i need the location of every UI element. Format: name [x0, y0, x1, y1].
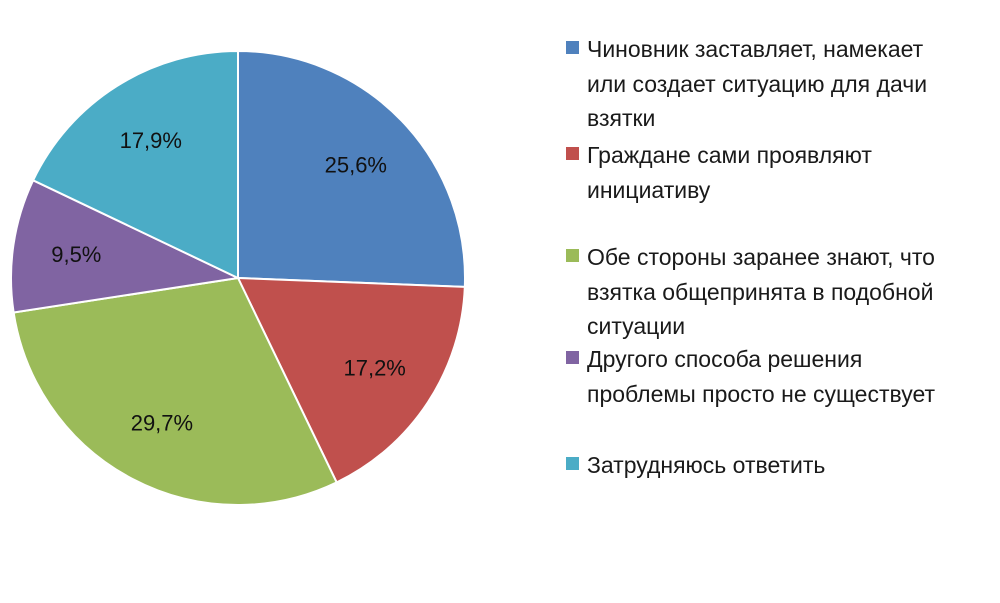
pie-slice [237, 49, 466, 288]
data-label: 29,7% [131, 411, 193, 436]
legend-swatch [566, 249, 579, 262]
legend-swatch [566, 147, 579, 160]
data-label: 25,6% [325, 153, 387, 178]
data-label: 17,9% [120, 128, 182, 153]
data-label: 17,2% [343, 356, 405, 381]
pie-slice [12, 276, 339, 506]
pie-slice [31, 49, 239, 280]
pie-slice [10, 178, 242, 314]
legend-label: Затрудняюсь ответить [587, 452, 826, 478]
legend-label: Граждане сами проявляют инициативу [587, 142, 872, 203]
legend-swatch [566, 41, 579, 54]
data-label: 9,5% [51, 242, 101, 267]
pie-slice [236, 276, 466, 484]
legend-label: Чиновник заставляет, намекает или создае… [587, 36, 928, 131]
legend-label: Другого способа решения проблемы просто … [587, 346, 936, 407]
legend-swatch [566, 351, 579, 364]
legend-swatch [566, 457, 579, 470]
legend-label: Обе стороны заранее знают, что взятка об… [587, 244, 935, 339]
